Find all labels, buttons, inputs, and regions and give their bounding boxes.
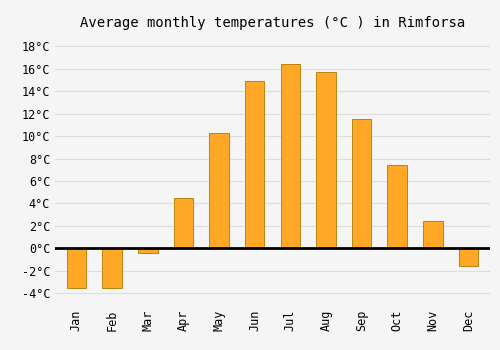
Bar	[423, 222, 443, 248]
Bar	[102, 248, 122, 288]
Bar	[459, 248, 478, 266]
Title: Average monthly temperatures (°C ) in Rimforsa: Average monthly temperatures (°C ) in Ri…	[80, 16, 465, 30]
Bar	[388, 165, 407, 248]
Bar	[138, 248, 158, 253]
Bar	[245, 81, 264, 248]
Bar	[316, 72, 336, 248]
Bar	[352, 119, 372, 248]
Bar	[280, 64, 300, 248]
Bar	[174, 198, 193, 248]
Bar	[66, 248, 86, 288]
Bar	[209, 133, 229, 248]
